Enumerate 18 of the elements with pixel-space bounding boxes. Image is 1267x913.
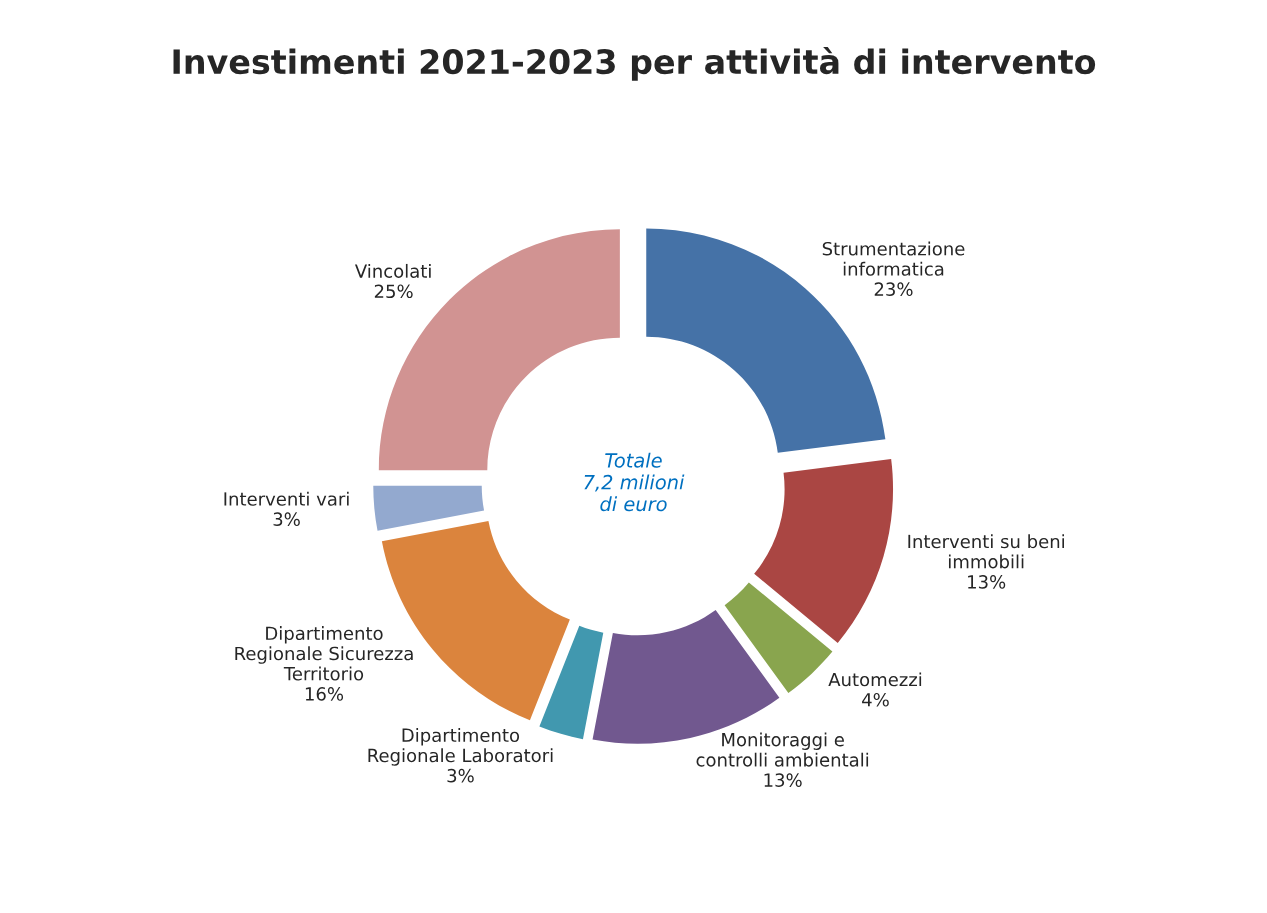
slice-label: Interventi su beni immobili <box>908 534 1064 569</box>
data-label: 4% <box>862 692 889 707</box>
slice-label: Vincolati <box>354 263 431 278</box>
data-label: 3% <box>447 768 474 783</box>
data-label: 23% <box>874 282 913 296</box>
slice-label: Interventi vari <box>224 491 349 506</box>
slice-label: Dipartimento Regionale Sicurezza Territorio <box>235 626 413 681</box>
data-label: 25% <box>374 284 413 299</box>
slice-label: Dipartimento Regionale Laboratori <box>368 728 553 766</box>
data-label: 16% <box>305 687 344 701</box>
text: Totale 7,2 milioni di euro <box>584 452 685 512</box>
slice-label: Automezzi <box>828 672 922 687</box>
data-label: 3% <box>273 512 300 526</box>
data-label: 13% <box>764 773 802 787</box>
slice-label: Strumentazione informatica <box>822 241 965 276</box>
data-label: 13% <box>968 575 1006 589</box>
slice-label: Monitoraggi e controlli ambientali <box>696 732 869 767</box>
chart-title: Investimenti 2021-2023 per attività di intervento <box>173 47 1096 81</box>
